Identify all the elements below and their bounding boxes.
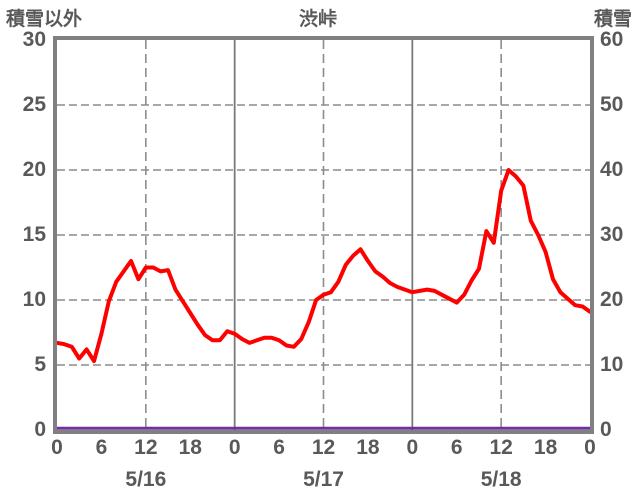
y-left-tick-label: 5 <box>34 353 46 376</box>
y-right-tick-label: 60 <box>600 28 624 51</box>
plot-area <box>53 36 594 434</box>
y-left-tick-label: 30 <box>22 28 46 51</box>
y-right-tick-label: 30 <box>600 223 624 246</box>
x-hour-tick-label: 12 <box>134 436 158 459</box>
y-right-tick-label: 50 <box>600 93 624 116</box>
x-hour-tick-label: 0 <box>406 436 419 459</box>
y-left-tick-label: 10 <box>22 288 46 311</box>
x-hour-tick-label: 0 <box>584 436 596 459</box>
x-hour-tick-label: 12 <box>489 436 513 459</box>
chart-title: 渋峠 <box>298 9 337 30</box>
x-hour-tick-label: 6 <box>95 436 108 459</box>
x-date-label: 5/16 <box>125 468 167 491</box>
y-right-tick-label: 20 <box>600 288 624 311</box>
left-axis-title: 積雪以外 <box>6 9 83 30</box>
right-axis-title: 積雪 <box>593 9 632 30</box>
plot-canvas <box>57 40 590 430</box>
x-hour-tick-label: 12 <box>311 436 336 459</box>
y-left-tick-label: 20 <box>22 158 46 181</box>
x-hour-tick-label: 18 <box>178 436 202 459</box>
y-right-tick-label: 0 <box>600 418 612 441</box>
x-date-label: 5/17 <box>303 468 344 491</box>
series-line-other-than-snow <box>57 168 590 364</box>
x-hour-tick-label: 6 <box>450 436 463 459</box>
x-hour-tick-label: 0 <box>51 436 63 459</box>
y-left-tick-label: 15 <box>22 223 46 246</box>
x-hour-tick-label: 18 <box>533 436 558 459</box>
y-left-tick-label: 25 <box>22 93 46 116</box>
x-date-label: 5/18 <box>480 468 522 491</box>
y-left-tick-label: 0 <box>34 418 46 441</box>
x-hour-tick-label: 0 <box>228 436 241 459</box>
y-right-tick-label: 10 <box>600 353 624 376</box>
y-right-tick-label: 40 <box>600 158 624 181</box>
x-hour-tick-label: 6 <box>273 436 285 459</box>
x-hour-tick-label: 18 <box>356 436 380 459</box>
